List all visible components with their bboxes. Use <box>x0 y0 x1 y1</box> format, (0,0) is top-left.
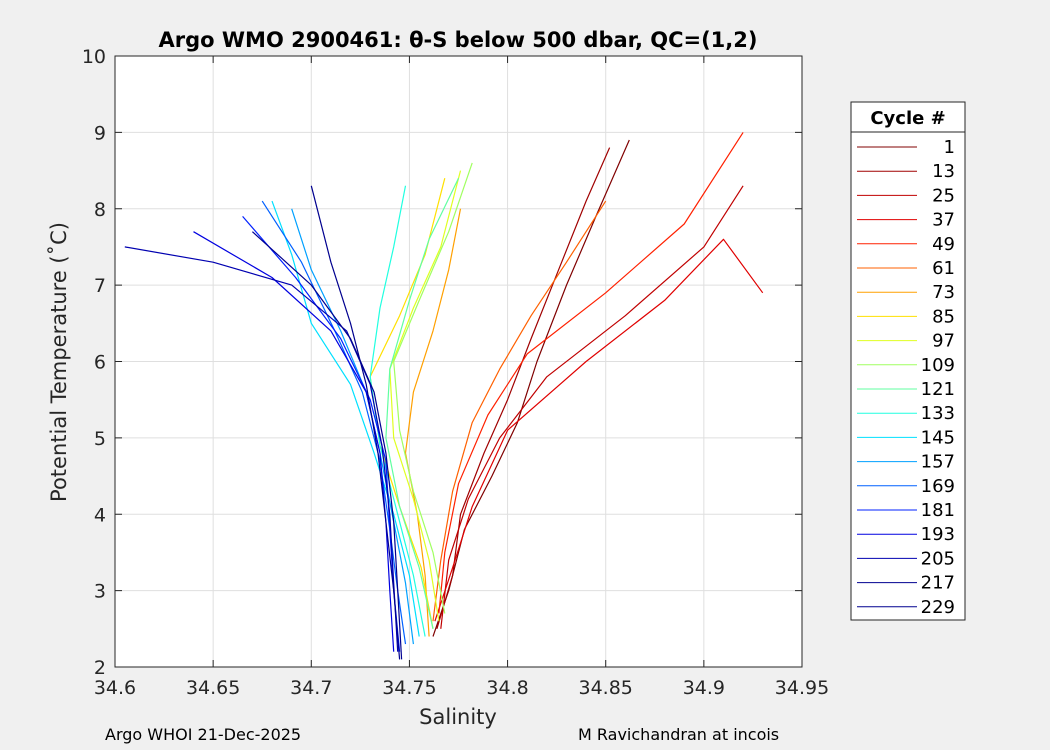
series-line <box>389 170 462 622</box>
series-line <box>310 185 401 660</box>
legend-label: 193 <box>921 524 955 545</box>
y-tick-label: 2 <box>94 657 106 679</box>
series-line <box>385 177 460 629</box>
y-tick-label: 10 <box>82 46 106 68</box>
legend-label: 217 <box>921 573 955 594</box>
y-axis-label: Potential Temperature (˚C) <box>47 222 71 502</box>
x-tick-label: 34.6 <box>94 677 136 699</box>
series-line <box>432 139 630 637</box>
x-tick-label: 34.8 <box>486 677 528 699</box>
series-line <box>436 147 611 629</box>
y-tick-label: 6 <box>94 352 106 374</box>
series-group <box>124 132 764 660</box>
legend-label: 157 <box>921 452 955 473</box>
legend-label: 109 <box>921 355 955 376</box>
legend: Cycle # 1 13 25 37 49 61 73 85 97 109 121 133 145 157… <box>850 101 966 621</box>
footer-left: Argo WHOI 21-Dec-2025 <box>105 725 301 744</box>
x-tick-label: 34.7 <box>290 677 332 699</box>
x-tick-label: 34.85 <box>579 677 633 699</box>
legend-label: 61 <box>932 258 955 279</box>
footer-right: M Ravichandran at incois <box>578 725 779 744</box>
series-line <box>438 132 744 614</box>
y-tick-label: 5 <box>94 428 106 450</box>
x-tick-label: 34.75 <box>382 677 436 699</box>
legend-label: 121 <box>921 379 955 400</box>
legend-label: 25 <box>932 185 955 206</box>
legend-label: 73 <box>932 282 955 303</box>
legend-label: 229 <box>921 597 955 618</box>
series-line <box>393 162 473 614</box>
legend-label: 145 <box>921 427 955 448</box>
x-tick-label: 34.9 <box>683 677 725 699</box>
legend-label: 85 <box>932 306 955 327</box>
chart-title: Argo WMO 2900461: θ-S below 500 dbar, QC… <box>159 28 758 52</box>
series-line <box>432 200 607 622</box>
series-line <box>440 185 744 629</box>
legend-label: 169 <box>921 476 955 497</box>
legend-label: 13 <box>932 161 955 182</box>
legend-label: 133 <box>921 403 955 424</box>
series-line <box>261 200 407 645</box>
legend-label: 1 <box>944 137 955 158</box>
legend-label: 97 <box>932 331 955 352</box>
x-tick-label: 34.95 <box>775 677 829 699</box>
legend-entries: 1 13 25 37 49 61 73 85 97 109 121 133 145 157 169 181 19… <box>857 137 955 618</box>
y-tick-label: 9 <box>94 122 106 144</box>
series-line <box>434 238 764 622</box>
legend-box <box>850 101 966 621</box>
legend-label: 37 <box>932 210 955 231</box>
y-tick-label: 3 <box>94 581 106 603</box>
x-axis-label: Salinity <box>419 705 497 729</box>
legend-title: Cycle # <box>870 108 945 129</box>
y-tick-label: 8 <box>94 199 106 221</box>
series-line <box>404 208 462 637</box>
legend-label: 205 <box>921 548 955 569</box>
x-tick-label: 34.65 <box>186 677 240 699</box>
legend-label: 49 <box>932 234 955 255</box>
y-tick-label: 4 <box>94 504 106 526</box>
series-line <box>271 200 420 637</box>
y-tick-label: 7 <box>94 275 106 297</box>
series-line <box>251 231 403 660</box>
legend-label: 181 <box>921 500 955 521</box>
ticks: 34.6 34.65 34.7 34.75 34.8 34.85 34.9 34.95 2 3 4 5… <box>82 46 829 699</box>
